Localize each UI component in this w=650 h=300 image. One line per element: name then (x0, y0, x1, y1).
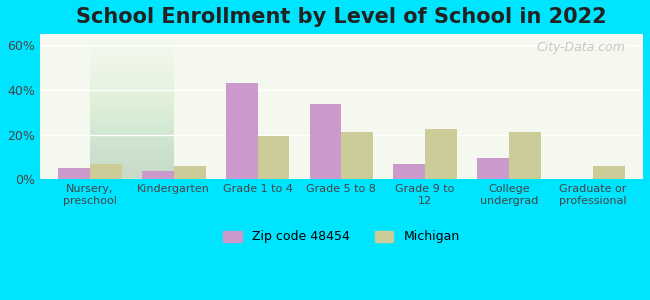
Title: School Enrollment by Level of School in 2022: School Enrollment by Level of School in … (76, 7, 606, 27)
Bar (90, 164, 122, 179)
Bar (309, 104, 341, 179)
Bar (226, 83, 257, 179)
Bar (593, 166, 625, 179)
Bar (174, 166, 205, 179)
Bar (477, 158, 509, 179)
Bar (341, 132, 373, 179)
Bar (425, 129, 457, 179)
Bar (509, 132, 541, 179)
Text: City-Data.com: City-Data.com (536, 41, 625, 54)
Bar (142, 171, 174, 179)
Bar (257, 136, 289, 179)
Bar (393, 164, 425, 179)
Bar (58, 168, 90, 179)
Legend: Zip code 48454, Michigan: Zip code 48454, Michigan (218, 225, 465, 248)
